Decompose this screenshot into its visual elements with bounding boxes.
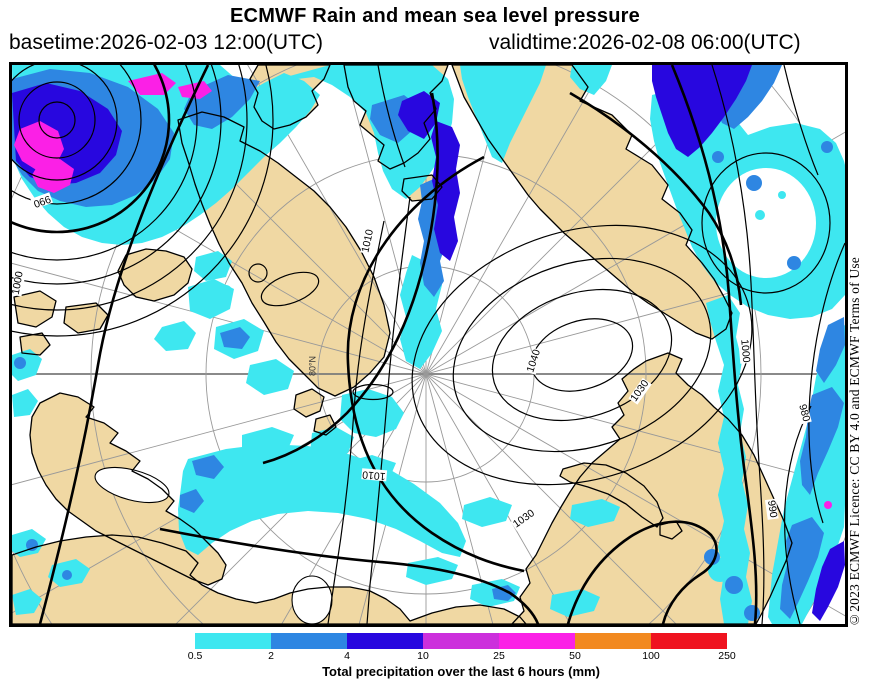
basetime-label: basetime:2026-02-03 12:00(UTC) [9, 31, 323, 54]
legend-ticks: 0.5 2 4 10 25 50 100 250 [188, 650, 736, 663]
legend-tick: 2 [268, 650, 274, 662]
legend-caption: Total precipitation over the last 6 hour… [322, 664, 600, 679]
legend-tick: 0.5 [187, 650, 203, 662]
legend-tick: 50 [569, 650, 581, 662]
legend-tick: 250 [718, 650, 736, 662]
arctic-map-svg [12, 65, 845, 624]
legend-swatch-0 [195, 633, 271, 649]
legend-swatch-5 [575, 633, 651, 649]
legend-swatch-6 [651, 633, 727, 649]
legend-tick: 25 [493, 650, 505, 662]
page-title: ECMWF Rain and mean sea level pressure [230, 5, 640, 27]
legend-swatch-1 [271, 633, 347, 649]
legend-bar [195, 633, 727, 649]
copyright-notice: ©2023 ECMWF Licence: CC BY 4.0 and ECMWF… [847, 257, 862, 627]
legend-tick: 100 [642, 650, 660, 662]
arctic-map-frame: 990 1000 1010 1010 1040 1030 1030 1000 980 990 80… [9, 62, 848, 627]
legend-swatch-2 [347, 633, 423, 649]
legend-swatch-3 [423, 633, 499, 649]
legend-tick: 4 [344, 650, 350, 662]
legend-swatch-4 [499, 633, 575, 649]
pressure-contour-layer [12, 65, 845, 624]
validtime-label: validtime:2026-02-08 06:00(UTC) [489, 31, 801, 54]
legend-tick: 10 [417, 650, 429, 662]
